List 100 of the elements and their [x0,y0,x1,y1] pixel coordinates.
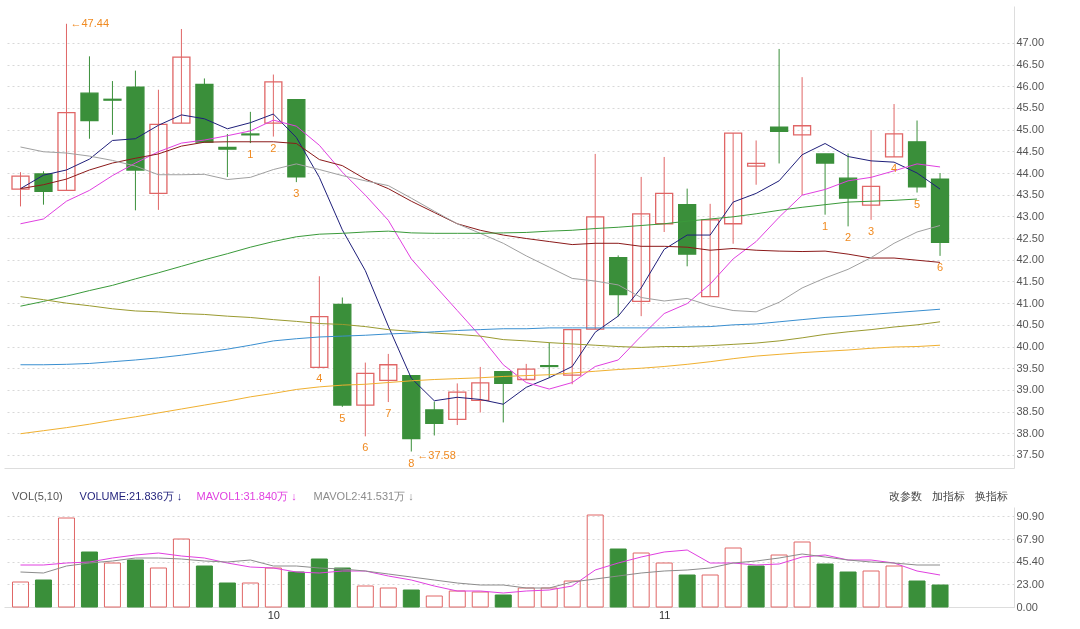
bar [793,541,811,608]
annotation: 1 [822,219,829,232]
candlestick [792,76,812,196]
candlestick [149,89,168,211]
bar [494,594,512,608]
bar [149,567,167,608]
candlestick [655,156,674,233]
y-tick-label: 39.50 [1016,361,1045,374]
y-tick-label: 23.00 [1016,577,1045,590]
y-tick-label: 42.00 [1016,253,1045,266]
annotation: 5 [913,197,921,210]
text: 换指标 [975,490,1008,502]
candlestick [861,129,881,221]
bar [11,581,29,608]
y-tick-label: 46.50 [1016,58,1045,71]
text: MAVOL2:41.531万 ↓ [313,490,414,502]
y-tick-label: 44.50 [1016,144,1045,157]
candlestick [218,133,237,178]
y-tick-label: 42.50 [1016,231,1045,244]
y-tick-label: 41.00 [1016,296,1045,309]
bar [333,567,351,608]
bar [57,517,75,608]
bar [34,579,52,608]
y-tick-label: 43.00 [1016,209,1045,222]
bar [816,563,834,608]
candlestick [448,382,467,426]
bar [931,584,949,608]
candlestick [172,28,191,124]
annotation: 1 [247,148,254,161]
y-tick-label: 46.00 [1016,79,1045,92]
x-tick-label: 11 [658,608,671,621]
bar [310,558,328,608]
bar [839,571,857,608]
candlestick [723,132,743,245]
y-tick-label: 43.50 [1016,188,1045,201]
bar [747,565,765,608]
annotation: 6 [936,260,944,273]
annotation: 4 [316,372,323,385]
bar [540,587,558,608]
bar [379,587,397,608]
series-label: VOLUME:21.836万 ↓ [79,490,183,502]
text: 加指标 [932,490,965,502]
y-tick-label: 45.50 [1016,101,1045,114]
bar [517,587,535,608]
bar [218,582,236,608]
candlestick [884,103,904,158]
bar [770,554,788,608]
bar [609,548,627,608]
bar [287,571,305,608]
y-tick-label: 90.90 [1016,509,1045,522]
y-tick-label: 0.00 [1016,600,1038,613]
bar [678,574,696,608]
y-tick-label: 38.50 [1016,405,1045,418]
annotation: 4 [890,161,898,174]
line-series [19,344,941,435]
text: MAVOL1:31.840万 ↓ [196,490,297,502]
line-series [19,146,941,313]
y-tick-label: 44.00 [1016,166,1045,179]
bar [908,580,926,608]
bar [448,590,466,608]
candlestick [379,353,398,403]
annotation: 5 [339,411,346,424]
candlestick [356,362,375,437]
candlestick [425,401,444,436]
candlestick [769,48,789,164]
candlestick [563,328,582,385]
candlestick [494,371,513,423]
annotation: ←37.58 [417,448,456,461]
bar [632,552,650,608]
bar [241,582,259,608]
bar [862,570,880,608]
y-tick-label: 41.50 [1016,274,1045,287]
bar [80,551,98,608]
y-tick-label: 40.00 [1016,340,1045,353]
bar [402,589,420,608]
candlestick [310,275,329,369]
bar [701,574,719,608]
bar [471,591,489,608]
bar [356,585,374,608]
candlestick [103,80,122,136]
bar [195,565,213,608]
bar [264,567,282,608]
annotation: 3 [293,187,300,200]
x-tick-label: 10 [267,608,280,621]
annotation: ←47.44 [70,16,109,29]
bar [724,547,742,608]
bar [586,514,604,608]
y-tick-label: 45.40 [1016,555,1045,568]
bar [563,580,581,608]
bar [885,565,903,608]
bar [425,595,443,608]
annotation: 7 [385,407,392,420]
text: 改参数 [889,490,922,502]
candlestick [746,139,766,186]
y-tick-label: 37.50 [1016,448,1045,461]
y-tick-label: 45.00 [1016,123,1045,136]
candlestick [471,366,490,413]
candlestick [11,171,30,207]
bar [103,562,121,608]
bar [655,562,673,608]
